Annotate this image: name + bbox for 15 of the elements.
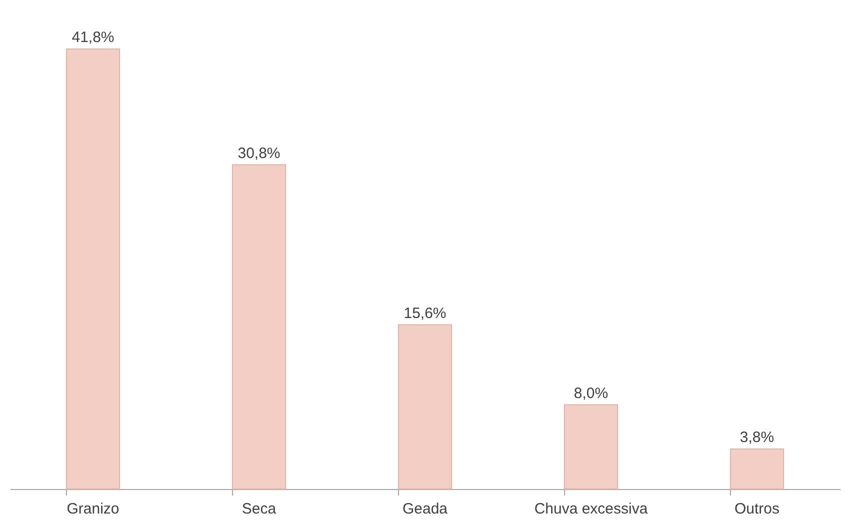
x-tick-label: Geada xyxy=(402,500,448,518)
data-label: 15,6% xyxy=(404,304,446,322)
bar xyxy=(730,448,784,490)
data-label: 3,8% xyxy=(740,429,774,446)
data-label: 30,8% xyxy=(238,144,280,162)
x-tick-label: Chuva excessiva xyxy=(534,500,648,518)
data-label: 41,8% xyxy=(72,29,114,46)
bar xyxy=(232,164,286,490)
x-tick-label: Outros xyxy=(734,500,780,518)
bar xyxy=(398,324,452,490)
bar xyxy=(564,404,618,490)
data-label: 8,0% xyxy=(574,384,608,402)
bar xyxy=(66,48,120,490)
x-tick-label: Seca xyxy=(242,500,277,518)
x-tick-label: Granizo xyxy=(66,500,120,518)
